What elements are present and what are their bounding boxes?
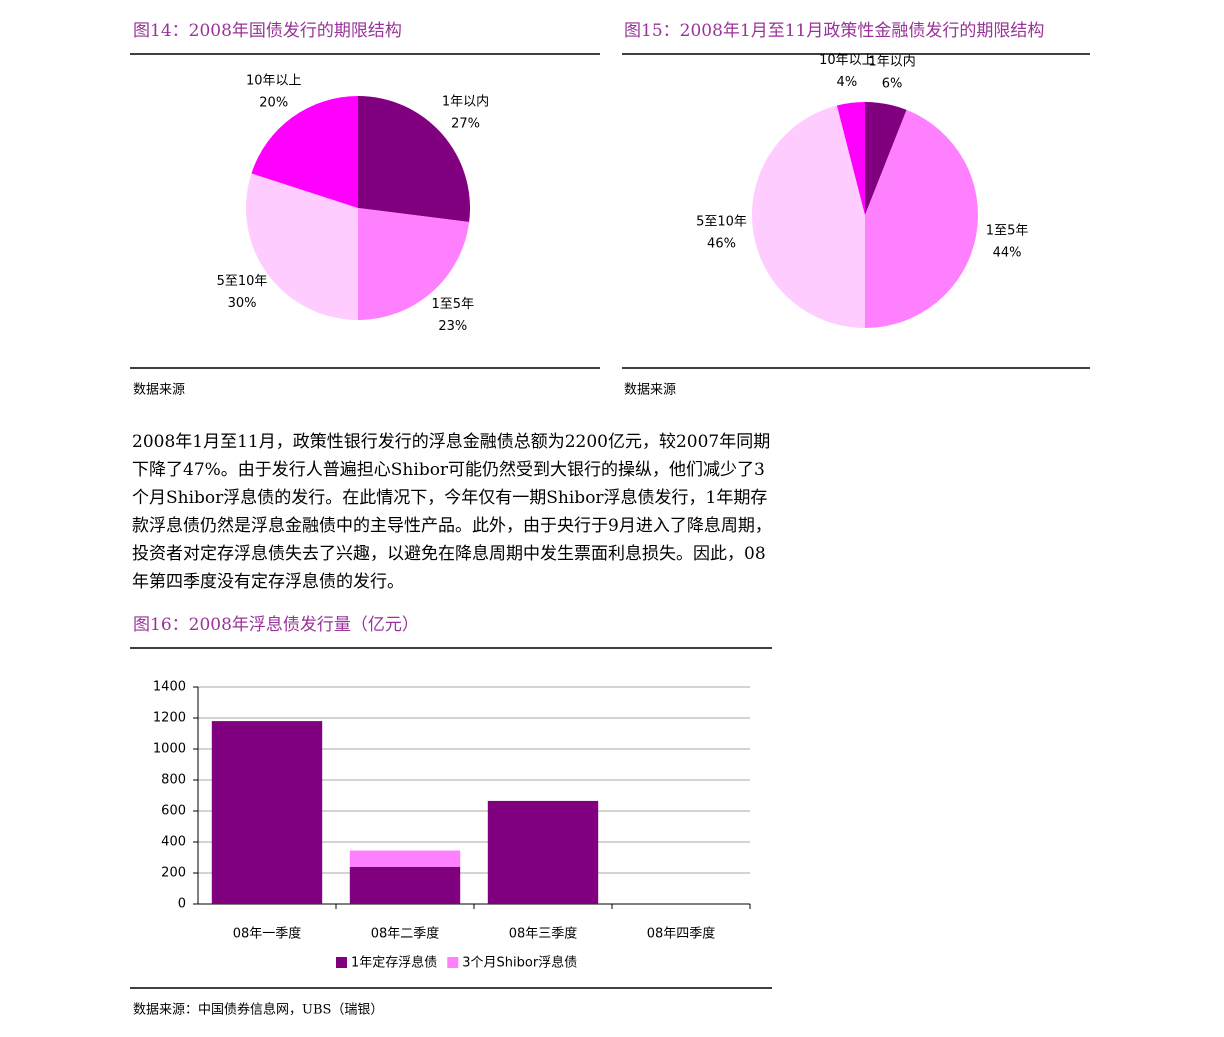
x-tick-label: 08年一季度 [233,926,302,942]
bar [349,866,461,904]
legend-label: 3个月Shibor浮息债 [462,955,577,971]
slice-value-label: 30% [228,296,257,311]
slice-label: 1年以内 [868,53,915,69]
bar [487,800,599,904]
slice-label: 5至10年 [696,215,747,230]
pie-slice [865,102,907,215]
slice-value-label: 23% [438,319,467,334]
y-tick-label: 200 [161,866,186,881]
y-tick-label: 400 [161,835,186,850]
y-tick-label: 1400 [153,680,186,695]
y-tick-label: 0 [178,897,186,912]
slice-label: 1年以内 [442,94,489,110]
pie-slice [251,96,358,208]
y-tick-label: 1000 [153,742,186,757]
slice-value-label: 27% [451,117,480,132]
x-tick-label: 08年四季度 [647,926,716,942]
pie-slice [836,102,865,215]
bar [211,721,323,904]
bar [349,850,461,867]
slice-label: 10年以上 [246,74,302,89]
slice-value-label: 6% [882,76,903,91]
slice-value-label: 20% [259,96,288,111]
chart-source: 数据来源：中国债券信息网，UBS（瑞银） [133,1002,383,1018]
slice-label: 1至5年 [986,224,1029,239]
slice-value-label: 44% [993,246,1022,261]
slice-label: 1至5年 [432,297,475,312]
x-tick-label: 08年二季度 [371,926,440,942]
chart-source: 数据来源 [624,383,676,398]
chart-source: 数据来源 [133,383,185,398]
slice-label: 10年以上 [819,53,875,68]
y-tick-label: 800 [161,773,186,788]
pie-slice [246,173,358,320]
pie-slice [752,105,865,328]
y-tick-label: 1200 [153,711,186,726]
chart-title: 图16：2008年浮息债发行量（亿元） [133,615,419,635]
slice-value-label: 46% [707,237,736,252]
chart-title: 图14：2008年国债发行的期限结构 [133,21,402,41]
legend-swatch [447,957,459,968]
paragraph: 2008年1月至11月，政策性银行发行的浮息金融债总额为2200亿元，较2007… [132,432,772,592]
pie-slice [358,208,470,320]
legend-label: 1年定存浮息债 [351,955,437,971]
slice-label: 5至10年 [217,274,268,289]
pie-slice [865,109,978,328]
pie-slice [358,96,471,223]
chart-title: 图15：2008年1月至11月政策性金融债发行的期限结构 [624,21,1044,41]
legend-swatch [336,957,347,968]
x-tick-label: 08年三季度 [509,926,578,942]
y-tick-label: 600 [161,804,186,819]
slice-value-label: 4% [837,75,858,90]
